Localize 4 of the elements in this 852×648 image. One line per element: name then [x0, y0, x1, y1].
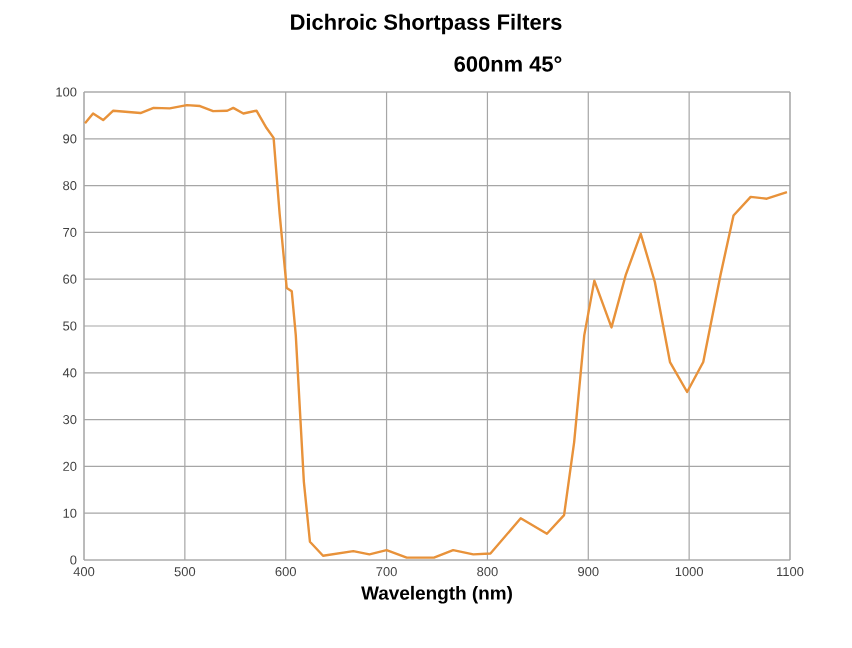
chart-title: Dichroic Shortpass Filters [291, 13, 562, 35]
x-axis-title: Wavelength (nm) [361, 585, 512, 604]
line-series [84, 103, 789, 559]
chart-subtitle: 600nm 45° [454, 56, 562, 72]
